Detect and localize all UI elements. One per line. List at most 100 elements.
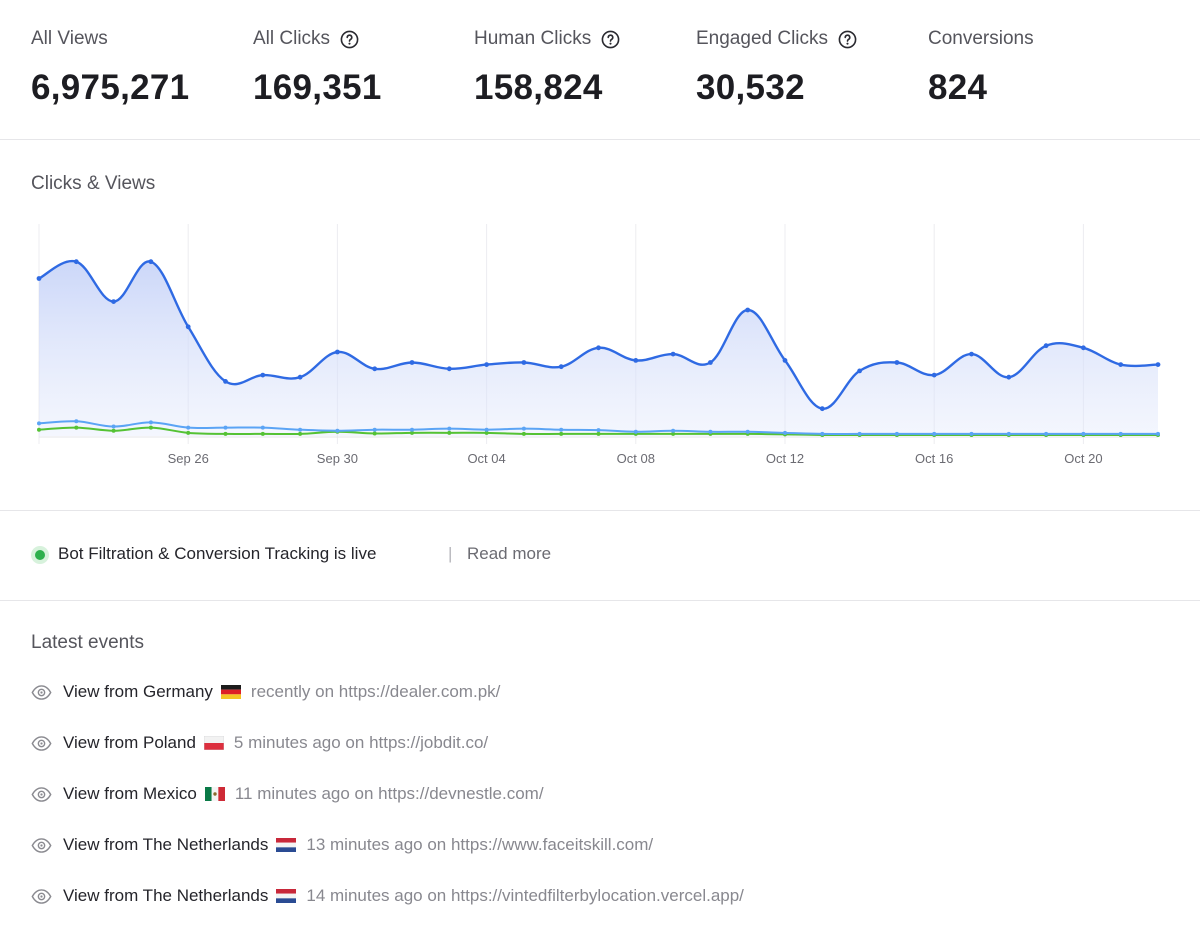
data-point: [260, 372, 266, 378]
help-icon[interactable]: [838, 30, 857, 49]
netherlands-flag-icon: [276, 889, 297, 903]
stat-all-clicks: All Clicks 169,351: [253, 26, 382, 108]
stats-header: All Views 6,975,271 All Clicks 169,351 H…: [0, 0, 1200, 140]
data-point: [521, 426, 526, 431]
data-point: [931, 372, 937, 378]
data-point: [1081, 345, 1086, 351]
event-meta: 14 minutes ago on https://vintedfilterby…: [306, 886, 744, 905]
germany-flag-icon: [220, 685, 241, 699]
eye-icon: [31, 684, 52, 700]
stat-value: 824: [928, 68, 988, 107]
stat-value: 30,532: [696, 68, 805, 107]
data-point: [148, 425, 153, 430]
data-point: [335, 349, 340, 355]
x-tick-label: Oct 04: [467, 451, 505, 466]
latest-events: Latest events View from Germany recently…: [0, 602, 1200, 943]
help-icon[interactable]: [340, 30, 359, 49]
data-point: [1118, 431, 1123, 436]
event-item[interactable]: View from Germany recently on https://de…: [31, 680, 500, 704]
data-point: [111, 428, 116, 433]
data-point: [633, 358, 639, 363]
data-point: [260, 425, 265, 430]
x-tick-label: Oct 12: [766, 451, 804, 466]
data-point: [671, 428, 676, 433]
data-point: [223, 425, 228, 430]
data-point: [74, 419, 79, 424]
stat-value: 169,351: [253, 68, 382, 107]
data-point: [596, 428, 601, 433]
help-icon[interactable]: [601, 30, 620, 49]
x-tick-label: Oct 08: [617, 451, 655, 466]
data-point: [484, 427, 489, 432]
data-point: [1155, 362, 1161, 367]
data-point: [745, 307, 751, 313]
chart-section: Clicks & Views Sep 26 Sep 30 Oct 04 Oct 08 O…: [0, 141, 1200, 511]
data-point: [670, 351, 676, 357]
x-tick-label: Sep 30: [317, 451, 358, 466]
status-text: Bot Filtration & Conversion Tracking is …: [58, 544, 377, 563]
data-point: [223, 379, 228, 384]
x-tick-label: Oct 20: [1064, 451, 1102, 466]
data-point: [111, 299, 116, 304]
stat-value: 158,824: [474, 68, 603, 107]
eye-icon: [31, 735, 52, 751]
data-point: [708, 429, 713, 434]
stat-label: All Views: [31, 28, 108, 49]
event-text: View from The Netherlands: [63, 886, 269, 905]
data-point: [185, 324, 191, 330]
event-item[interactable]: View from Poland 5 minutes ago on https:…: [31, 731, 488, 755]
event-meta: 5 minutes ago on https://jobdit.co/: [233, 733, 489, 752]
data-point: [1006, 431, 1011, 436]
event-item[interactable]: View from The Netherlands 13 minutes ago…: [31, 833, 653, 857]
data-point: [148, 420, 153, 425]
data-point: [186, 430, 191, 435]
data-point: [484, 362, 489, 367]
live-status-icon: [31, 546, 49, 564]
data-point: [186, 425, 191, 430]
data-point: [446, 366, 452, 372]
data-point: [410, 430, 414, 435]
stat-value: 6,975,271: [31, 68, 190, 107]
event-item[interactable]: View from Mexico 11 minutes ago on https…: [31, 782, 544, 806]
data-point: [410, 427, 414, 432]
data-point: [1006, 374, 1012, 380]
data-point: [335, 428, 340, 433]
data-point: [298, 427, 303, 432]
eye-icon: [31, 888, 52, 904]
stat-engaged-clicks: Engaged Clicks 30,532: [696, 26, 857, 108]
data-point: [148, 259, 154, 265]
data-point: [596, 345, 601, 351]
data-point: [111, 424, 116, 429]
event-meta: recently on https://dealer.com.pk/: [250, 682, 501, 701]
x-tick-label: Sep 26: [168, 451, 209, 466]
data-point: [37, 427, 41, 432]
event-text: View from The Netherlands: [63, 835, 269, 854]
data-point: [969, 431, 974, 436]
data-point: [745, 429, 750, 434]
poland-flag-icon: [203, 736, 224, 750]
data-point: [36, 276, 42, 281]
data-point: [782, 358, 788, 363]
data-point: [372, 431, 377, 436]
netherlands-flag-icon: [276, 838, 297, 852]
event-meta: 13 minutes ago on https://www.faceitskil…: [306, 835, 654, 854]
data-point: [894, 431, 899, 436]
data-point: [521, 360, 527, 365]
events-title: Latest events: [31, 632, 145, 653]
event-text: View from Germany: [63, 682, 213, 701]
data-point: [372, 366, 378, 372]
data-point: [558, 364, 564, 370]
data-point: [894, 360, 900, 365]
data-point: [37, 421, 41, 426]
stat-human-clicks: Human Clicks 158,824: [474, 26, 620, 108]
data-point: [820, 431, 825, 436]
data-point: [559, 431, 564, 436]
read-more-link[interactable]: Read more: [467, 544, 552, 563]
data-point: [932, 431, 937, 436]
data-point: [260, 431, 265, 436]
separator: |: [448, 544, 453, 563]
data-point: [447, 426, 452, 431]
clicks-views-chart[interactable]: Sep 26 Sep 30 Oct 04 Oct 08 Oct 12 Oct 16 Oct …: [0, 141, 1200, 511]
event-item[interactable]: View from The Netherlands 14 minutes ago…: [31, 884, 744, 908]
stat-label: All Clicks: [253, 28, 331, 49]
